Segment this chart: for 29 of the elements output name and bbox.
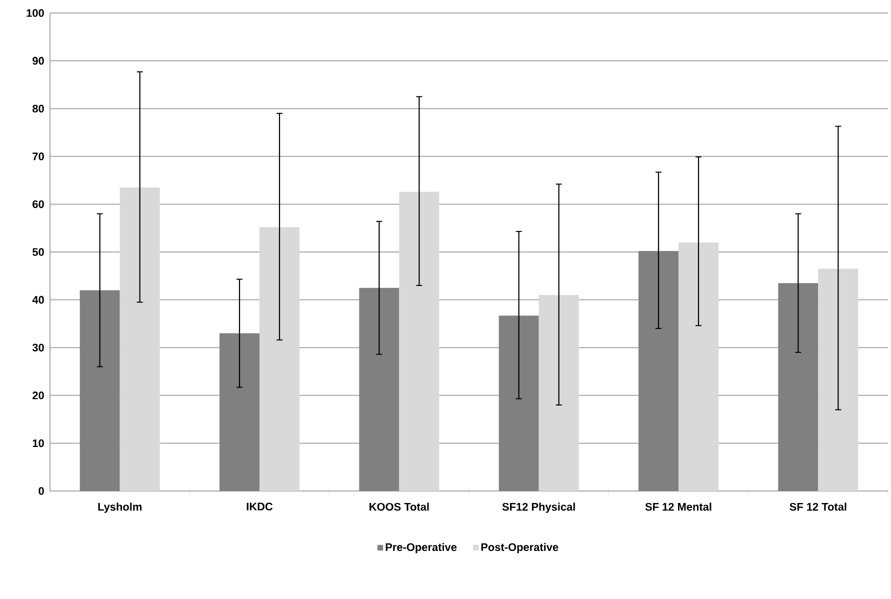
y-tick-label: 40 [32, 296, 44, 304]
bar [498, 316, 539, 491]
bar [678, 242, 719, 491]
bar [638, 251, 679, 491]
y-tick-label: 60 [32, 200, 44, 208]
y-tick-label: 70 [32, 152, 44, 160]
y-tick-label: 90 [32, 56, 44, 65]
x-tick-label: SF 12 Total [790, 502, 846, 511]
x-tick-label: Lysholm [98, 502, 142, 513]
legend-label: Post-Operative [481, 542, 558, 554]
bar [120, 187, 160, 491]
bar [778, 283, 818, 491]
y-tick-label: 10 [32, 439, 44, 448]
x-tick-label: IKDC [246, 502, 273, 510]
bar [399, 192, 440, 491]
y-tick-label: 80 [32, 104, 44, 112]
y-tick-label: 100 [26, 9, 44, 17]
y-tick-label: 0 [38, 487, 44, 495]
bar [220, 333, 260, 491]
y-tick-label: 30 [32, 344, 44, 352]
x-tick-label: SF 12 Mental [645, 502, 712, 511]
bar [80, 290, 120, 491]
x-tick-label: SF12 Physical [502, 502, 575, 513]
bar [260, 227, 300, 491]
legend-label: Pre-Operative [386, 542, 457, 554]
x-tick-label: KOOS Total [370, 502, 429, 511]
bar [359, 288, 400, 491]
y-tick-label: 50 [32, 248, 44, 256]
y-tick-label: 20 [32, 392, 44, 400]
